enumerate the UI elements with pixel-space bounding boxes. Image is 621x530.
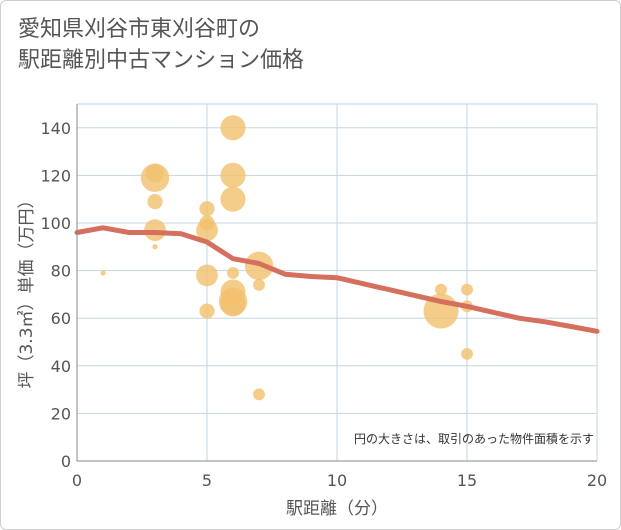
data-bubble (152, 244, 158, 250)
data-bubble (253, 278, 265, 291)
y-tick-label: 100 (40, 214, 71, 233)
x-tick-label: 5 (202, 471, 212, 490)
bubble-size-note: 円の大きさは、取引のあった物件面積を示す (354, 431, 594, 446)
data-bubble (199, 303, 215, 319)
x-tick-label: 10 (327, 471, 347, 490)
data-bubble (220, 291, 246, 317)
data-bubble (145, 163, 165, 183)
x-tick-label: 15 (457, 471, 477, 490)
x-tick-label: 20 (587, 471, 607, 490)
data-bubble (199, 201, 215, 217)
y-tick-label: 140 (40, 119, 71, 138)
y-tick-label: 60 (51, 309, 71, 328)
x-axis-label: 駅距離（分） (286, 499, 388, 519)
y-tick-label: 40 (51, 357, 71, 376)
chart-title: 愛知県刈谷市東刈谷町の 駅距離別中古マンション価格 (18, 17, 305, 73)
data-bubble (196, 264, 218, 287)
y-tick-label: 20 (51, 404, 71, 423)
y-tick-label: 120 (40, 166, 71, 185)
data-bubble (199, 215, 215, 231)
data-bubble (461, 347, 473, 360)
trend-line-layer (74, 225, 600, 334)
data-bubble (220, 162, 246, 188)
data-bubble (147, 193, 163, 210)
grid-layer (77, 103, 598, 461)
axis-layer: 0 20 40 60 80 100 120 140 0 5 10 15 20 (40, 104, 607, 490)
data-bubble (220, 115, 246, 141)
y-tick-label: 80 (51, 262, 71, 281)
average-price-line (74, 225, 600, 334)
data-bubble (461, 283, 473, 296)
x-tick-label: 0 (72, 471, 82, 490)
data-bubble (253, 388, 265, 401)
data-bubble (227, 267, 239, 279)
y-tick-label: 0 (61, 452, 71, 471)
data-bubble (435, 283, 447, 296)
bubble-layer (100, 115, 473, 401)
data-bubble (220, 186, 246, 212)
data-bubble (100, 270, 106, 276)
y-axis-label: 坪（3.3㎡）単価（万円） (17, 191, 37, 388)
